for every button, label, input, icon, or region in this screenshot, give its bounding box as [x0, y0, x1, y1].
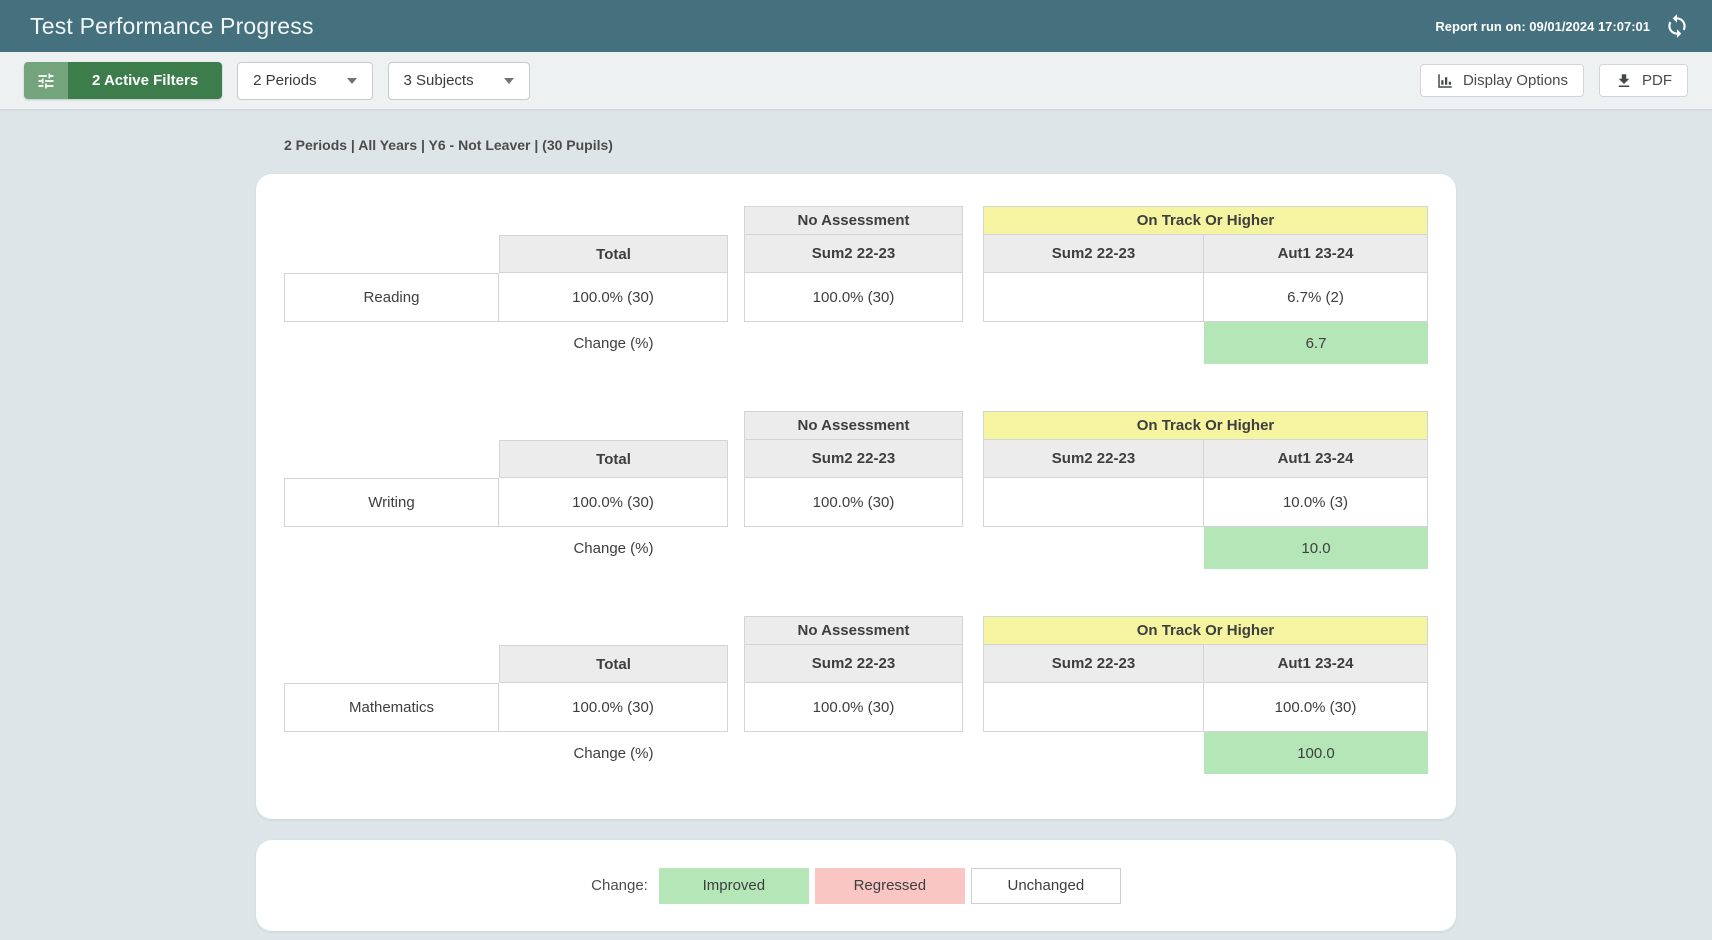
periods-dropdown[interactable]: 2 Periods: [237, 61, 373, 100]
change-value-cell: 10.0: [1204, 527, 1428, 569]
refresh-icon[interactable]: [1664, 13, 1690, 39]
toolbar-left: 2 Active Filters 2 Periods 3 Subjects: [24, 61, 530, 100]
change-value-cell: 6.7: [1204, 322, 1428, 364]
no-assessment-value-cell: 100.0% (30): [744, 478, 963, 527]
subjects-dropdown-value: 3 Subjects: [403, 72, 474, 89]
app-header: Test Performance Progress Report run on:…: [0, 0, 1712, 52]
on-track-period-header-sum2: Sum2 22-23: [983, 440, 1204, 478]
on-track-sum2-value-cell: [983, 478, 1204, 527]
change-row-label: Change (%): [573, 744, 654, 762]
page-title: Test Performance Progress: [30, 12, 314, 39]
display-options-button[interactable]: Display Options: [1419, 64, 1584, 97]
report-run-timestamp: Report run on: 09/01/2024 17:07:01: [1435, 18, 1650, 34]
toolbar-right: Display Options PDF: [1419, 64, 1688, 97]
change-row-label: Change (%): [573, 334, 654, 352]
total-column-header: Total: [499, 235, 728, 273]
tune-icon: [24, 62, 68, 99]
change-row-label: Change (%): [573, 539, 654, 557]
bar-chart-icon: [1438, 73, 1452, 88]
total-column-header: Total: [499, 440, 728, 478]
on-track-group-header: On Track Or Higher: [983, 411, 1428, 440]
on-track-group-header: On Track Or Higher: [983, 206, 1428, 235]
legend-regressed-badge: Regressed: [814, 867, 965, 904]
on-track-sum2-value-cell: [983, 683, 1204, 732]
on-track-aut1-value-cell: 10.0% (3): [1204, 478, 1428, 527]
no-assessment-period-header: Sum2 22-23: [744, 440, 963, 478]
on-track-aut1-value-cell: 6.7% (2): [1204, 273, 1428, 322]
pdf-button[interactable]: PDF: [1599, 64, 1688, 97]
on-track-period-header-sum2: Sum2 22-23: [983, 235, 1204, 273]
subjects-dropdown[interactable]: 3 Subjects: [387, 61, 530, 100]
active-filters-label: 2 Active Filters: [68, 62, 223, 99]
report-card: No Assessment On Track Or Higher Total S…: [256, 174, 1456, 819]
toolbar: 2 Active Filters 2 Periods 3 Subjects Di…: [0, 52, 1712, 109]
on-track-group-header: On Track Or Higher: [983, 616, 1428, 645]
total-value-cell: 100.0% (30): [499, 683, 728, 732]
no-assessment-period-header: Sum2 22-23: [744, 235, 963, 273]
header-right: Report run on: 09/01/2024 17:07:01: [1435, 13, 1690, 39]
display-options-label: Display Options: [1462, 72, 1568, 89]
total-value-cell: 100.0% (30): [499, 273, 728, 322]
legend-label: Change:: [591, 877, 648, 894]
pdf-label: PDF: [1642, 72, 1672, 89]
subject-name-cell: Writing: [284, 478, 499, 527]
download-icon: [1618, 73, 1630, 87]
on-track-sum2-value-cell: [983, 273, 1204, 322]
subject-table-writing: No Assessment On Track Or Higher Total S…: [284, 411, 1428, 569]
no-assessment-value-cell: 100.0% (30): [744, 683, 963, 732]
subject-name-cell: Mathematics: [284, 683, 499, 732]
legend-improved-badge: Improved: [658, 867, 809, 904]
active-filters-button[interactable]: 2 Active Filters: [24, 62, 223, 99]
change-value-cell: 100.0: [1204, 732, 1428, 774]
no-assessment-group-header: No Assessment: [744, 206, 963, 235]
no-assessment-period-header: Sum2 22-23: [744, 645, 963, 683]
chevron-down-icon: [503, 77, 514, 84]
legend-unchanged-badge: Unchanged: [970, 867, 1121, 904]
filter-summary: 2 Periods | All Years | Y6 - Not Leaver …: [284, 137, 613, 153]
on-track-period-header-aut1: Aut1 23-24: [1204, 645, 1428, 683]
chevron-down-icon: [346, 77, 357, 84]
no-assessment-value-cell: 100.0% (30): [744, 273, 963, 322]
no-assessment-group-header: No Assessment: [744, 411, 963, 440]
total-column-header: Total: [499, 645, 728, 683]
on-track-period-header-aut1: Aut1 23-24: [1204, 235, 1428, 273]
total-value-cell: 100.0% (30): [499, 478, 728, 527]
on-track-period-header-aut1: Aut1 23-24: [1204, 440, 1428, 478]
subject-table-mathematics: No Assessment On Track Or Higher Total S…: [284, 616, 1428, 774]
report-content: 2 Periods | All Years | Y6 - Not Leaver …: [256, 137, 1456, 931]
legend-card: Change: Improved Regressed Unchanged: [256, 840, 1456, 931]
on-track-period-header-sum2: Sum2 22-23: [983, 645, 1204, 683]
no-assessment-group-header: No Assessment: [744, 616, 963, 645]
periods-dropdown-value: 2 Periods: [253, 72, 317, 89]
on-track-aut1-value-cell: 100.0% (30): [1204, 683, 1428, 732]
subject-name-cell: Reading: [284, 273, 499, 322]
subject-table-reading: No Assessment On Track Or Higher Total S…: [284, 206, 1428, 364]
